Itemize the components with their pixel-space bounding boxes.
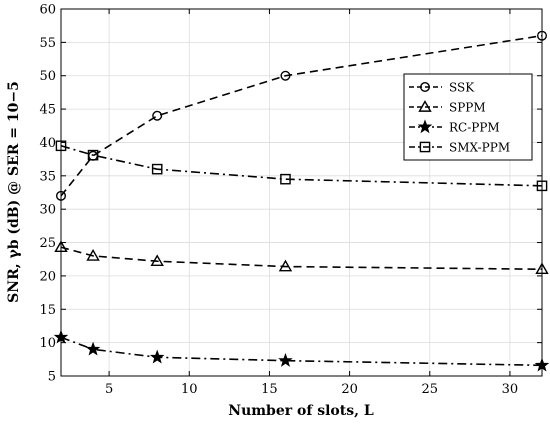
data-point-smx-ppm <box>87 149 99 161</box>
y-tick-label: 55 <box>39 36 56 51</box>
data-point-smx-ppm <box>536 180 548 192</box>
y-tick-label: 35 <box>39 169 56 184</box>
x-tick-label: 5 <box>105 382 113 397</box>
series-line-smx-ppm <box>60 145 543 187</box>
y-tick-label: 40 <box>39 136 56 151</box>
y-tick-label: 15 <box>39 303 56 318</box>
series-smx-ppm <box>55 140 548 192</box>
y-tick-label: 45 <box>39 103 56 118</box>
y-tick-label: 10 <box>39 336 56 351</box>
data-point-sppm <box>150 254 164 267</box>
series-sppm <box>54 240 549 275</box>
legend-label-rc-ppm: RC-PPM <box>449 121 500 135</box>
data-point-rc-ppm <box>85 341 101 356</box>
x-tick-labels: 5 10 15 20 25 30 <box>105 382 518 397</box>
x-tick-label: 15 <box>261 382 278 397</box>
legend-label-ssk: SSK <box>449 81 475 95</box>
x-tick-label: 25 <box>421 382 438 397</box>
data-point-sppm <box>535 262 549 275</box>
y-tick-label: 20 <box>39 269 56 284</box>
plot-frame <box>60 8 543 377</box>
series-layer <box>53 30 550 372</box>
legend-marker-rc-ppm <box>417 119 433 134</box>
x-tick-label: 10 <box>181 382 198 397</box>
y-tick-label: 30 <box>39 203 56 218</box>
x-tick-label: 30 <box>502 382 519 397</box>
axis-ticks <box>61 8 542 377</box>
data-point-rc-ppm <box>278 352 293 367</box>
data-point-ssk <box>152 110 163 121</box>
legend-box <box>403 73 533 161</box>
data-point-sppm <box>86 248 100 261</box>
data-point-ssk <box>537 30 548 41</box>
y-tick-label: 50 <box>39 69 56 84</box>
data-point-smx-ppm <box>280 173 291 185</box>
data-point-ssk <box>280 70 291 81</box>
legend-label-sppm: SPPM <box>449 101 486 115</box>
legend-marker-sppm <box>418 100 432 112</box>
data-point-rc-ppm <box>53 329 69 344</box>
plot-background <box>61 9 542 376</box>
legend-marker-ssk <box>420 81 431 92</box>
data-point-sppm <box>278 259 293 272</box>
series-rc-ppm <box>53 329 550 372</box>
legend-item-ssk: SSK <box>409 81 475 95</box>
legend-item-rc-ppm: RC-PPM <box>409 119 500 135</box>
data-point-rc-ppm <box>149 349 165 364</box>
x-axis-label: Number of slots, L <box>228 403 374 419</box>
legend-marker-smx-ppm <box>419 141 431 153</box>
y-tick-label: 5 <box>48 370 56 385</box>
series-ssk <box>56 30 548 201</box>
data-point-sppm <box>54 240 68 253</box>
y-tick-label: 60 <box>39 3 56 18</box>
data-point-smx-ppm <box>55 140 67 152</box>
y-tick-labels: 5 10 15 20 25 30 35 40 45 50 55 60 <box>39 3 56 385</box>
legend-label-smx-ppm: SMX-PPM <box>449 141 510 155</box>
data-point-rc-ppm <box>534 357 550 372</box>
series-line-sppm <box>60 246 543 271</box>
legend-item-smx-ppm: SMX-PPM <box>409 141 510 155</box>
y-tick-label: 25 <box>39 236 56 251</box>
legend: SSK SPPM RC-PPM SMX-PPM <box>403 73 533 161</box>
data-point-smx-ppm <box>151 163 163 175</box>
x-tick-label: 20 <box>341 382 358 397</box>
y-axis-label: SNR, γb (dB) @ SER = 10−5 <box>6 81 22 303</box>
data-point-ssk <box>56 190 67 201</box>
legend-item-sppm: SPPM <box>409 100 486 115</box>
